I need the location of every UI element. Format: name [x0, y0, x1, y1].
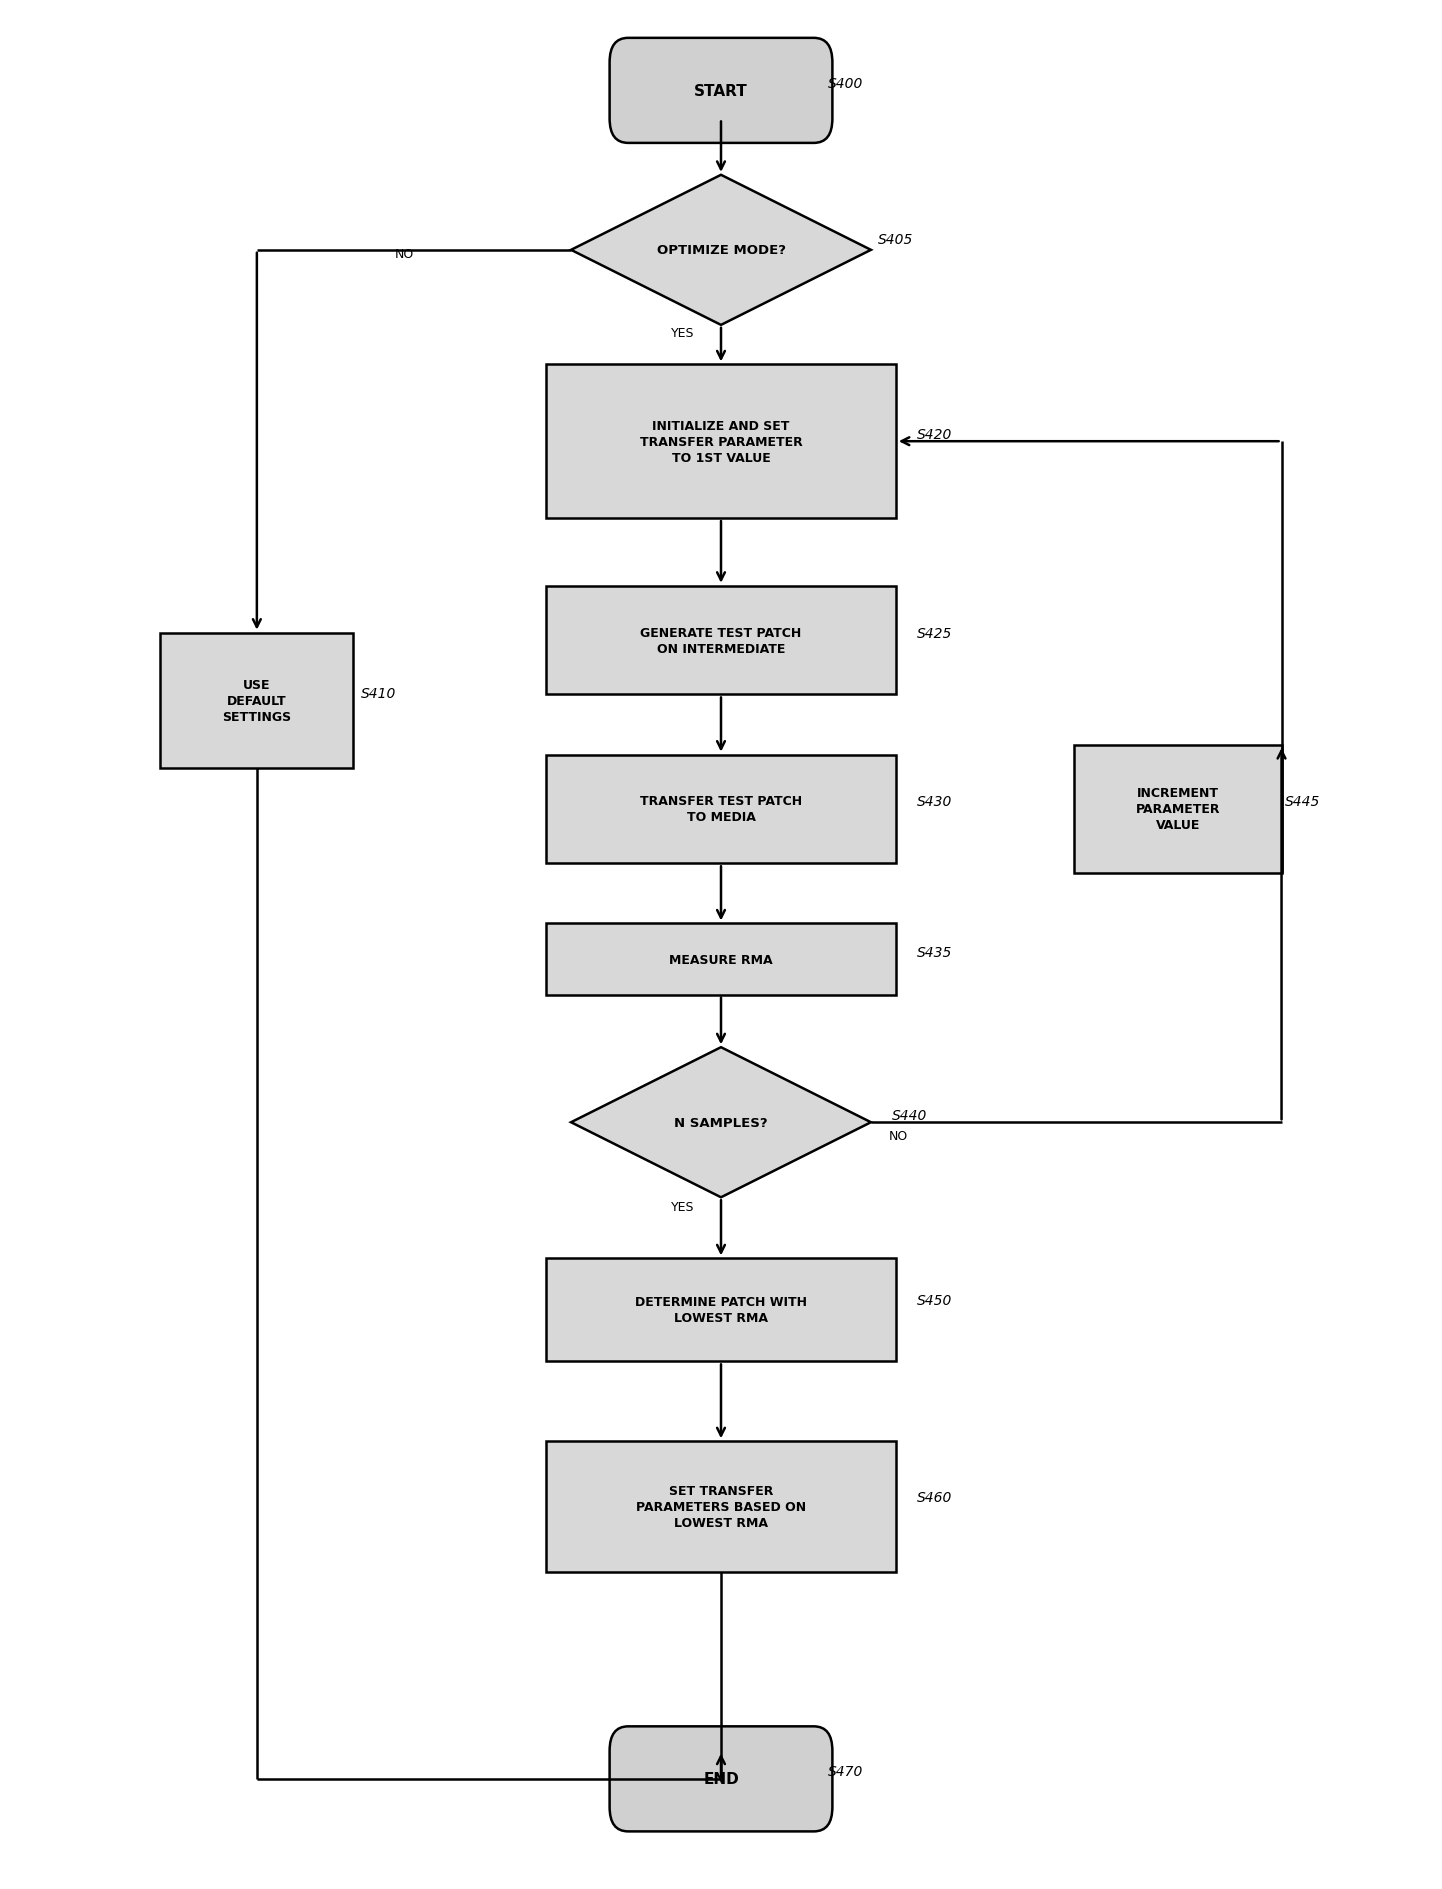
Text: S405: S405	[878, 232, 913, 246]
Text: S430: S430	[917, 795, 952, 808]
Bar	[547, 586, 895, 695]
Bar	[547, 1441, 895, 1574]
Text: S435: S435	[917, 944, 952, 960]
Text: START: START	[694, 83, 748, 98]
Text: S440: S440	[893, 1109, 927, 1122]
Text: SET TRANSFER
PARAMETERS BASED ON
LOWEST RMA: SET TRANSFER PARAMETERS BASED ON LOWEST …	[636, 1485, 806, 1530]
Text: YES: YES	[671, 1201, 694, 1213]
Text: INITIALIZE AND SET
TRANSFER PARAMETER
TO 1ST VALUE: INITIALIZE AND SET TRANSFER PARAMETER TO…	[640, 419, 802, 465]
Bar	[547, 756, 895, 863]
Text: S460: S460	[917, 1490, 952, 1506]
Bar	[160, 633, 353, 769]
Text: NO: NO	[394, 247, 414, 261]
Text: S425: S425	[917, 627, 952, 640]
Polygon shape	[571, 176, 871, 325]
Text: S450: S450	[917, 1294, 952, 1307]
Text: USE
DEFAULT
SETTINGS: USE DEFAULT SETTINGS	[222, 678, 291, 723]
Text: S410: S410	[360, 686, 397, 701]
Text: TRANSFER TEST PATCH
TO MEDIA: TRANSFER TEST PATCH TO MEDIA	[640, 795, 802, 824]
Text: S470: S470	[828, 1764, 864, 1778]
Bar	[547, 924, 895, 996]
Text: S420: S420	[917, 427, 952, 442]
Text: NO: NO	[888, 1130, 907, 1143]
Text: DETERMINE PATCH WITH
LOWEST RMA: DETERMINE PATCH WITH LOWEST RMA	[634, 1296, 808, 1324]
Bar	[547, 1258, 895, 1362]
Text: S445: S445	[1285, 795, 1321, 808]
Text: N SAMPLES?: N SAMPLES?	[675, 1116, 767, 1130]
Bar	[1074, 746, 1282, 873]
Text: S400: S400	[828, 77, 864, 91]
Text: END: END	[704, 1772, 738, 1787]
Text: INCREMENT
PARAMETER
VALUE: INCREMENT PARAMETER VALUE	[1136, 788, 1220, 831]
Text: OPTIMIZE MODE?: OPTIMIZE MODE?	[656, 244, 786, 257]
FancyBboxPatch shape	[610, 40, 832, 144]
Text: GENERATE TEST PATCH
ON INTERMEDIATE: GENERATE TEST PATCH ON INTERMEDIATE	[640, 627, 802, 655]
Polygon shape	[571, 1048, 871, 1198]
Text: MEASURE RMA: MEASURE RMA	[669, 954, 773, 965]
Bar	[547, 365, 895, 519]
Text: YES: YES	[671, 327, 694, 340]
FancyBboxPatch shape	[610, 1727, 832, 1832]
